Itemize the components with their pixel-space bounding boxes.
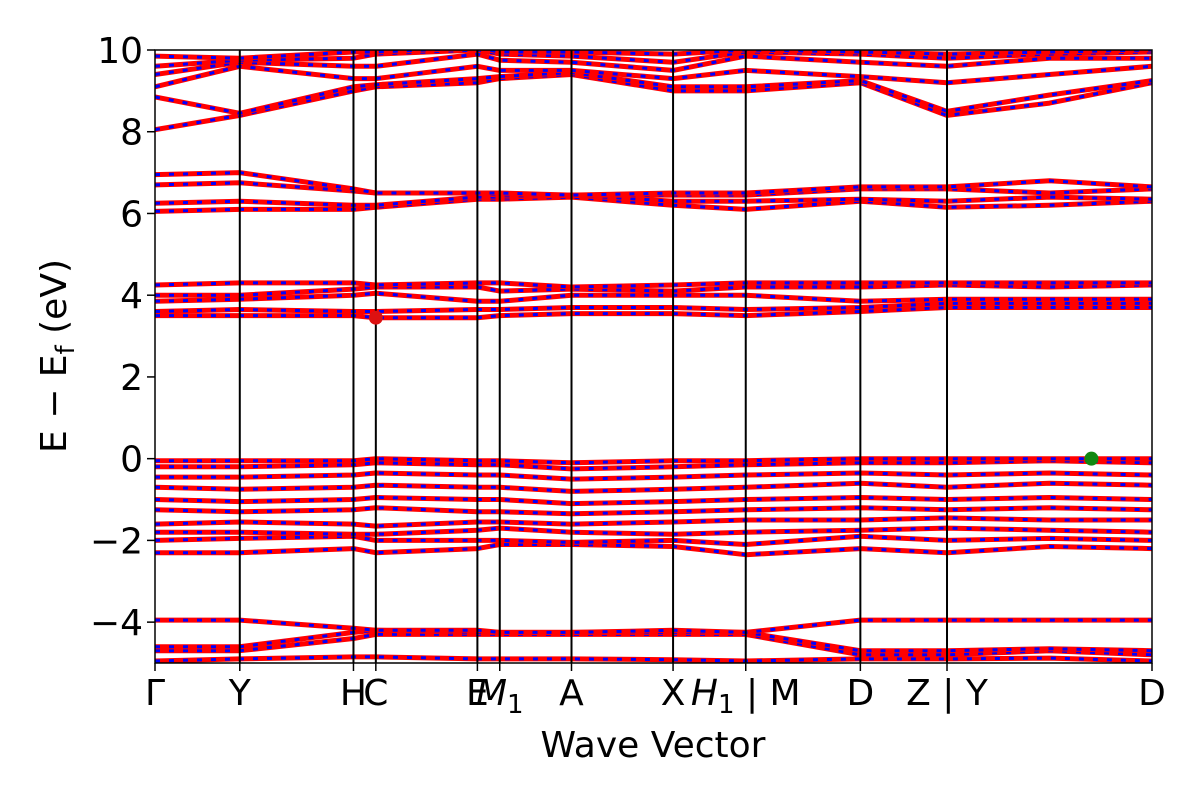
x-tick-label: Y	[228, 673, 252, 714]
x-tick-label: E	[466, 673, 489, 714]
y-tick-label: 8	[120, 113, 143, 154]
x-tick-label: D	[846, 673, 874, 714]
y-axis-ticks: −4 −2 0 2 4 6 8 10	[90, 31, 155, 644]
x-tick-label: H1 | M	[691, 673, 801, 720]
y-axis-label: E − Ef (eV)	[34, 259, 81, 453]
x-axis-ticks: Γ Y HC EM1 A X H1 | M D Z | Y D	[145, 663, 1166, 720]
x-tick-label: Γ	[145, 673, 165, 714]
plot-frame	[154, 49, 1153, 664]
x-tick-label: A	[559, 673, 584, 714]
marker-1	[368, 310, 383, 325]
x-tick-label: C	[363, 673, 388, 714]
x-axis-label: Wave Vector	[541, 725, 766, 766]
y-tick-label: 10	[97, 31, 143, 72]
marker-2	[1084, 451, 1099, 466]
y-tick-label: 4	[120, 276, 143, 317]
markers	[368, 310, 1099, 466]
x-tick-label: X	[661, 673, 686, 714]
x-tick-label: H	[340, 673, 367, 714]
x-tick-label: M1	[476, 673, 524, 720]
x-tick-label: Z | Y	[906, 673, 989, 714]
y-tick-label: −4	[90, 603, 143, 644]
high-symmetry-lines	[238, 50, 949, 663]
y-tick-label: −2	[90, 521, 143, 562]
plot-background	[155, 50, 1152, 663]
y-tick-label: 6	[120, 194, 143, 235]
x-tick-label: D	[1138, 673, 1166, 714]
y-tick-label: 2	[120, 358, 143, 399]
y-tick-label: 0	[120, 440, 143, 481]
